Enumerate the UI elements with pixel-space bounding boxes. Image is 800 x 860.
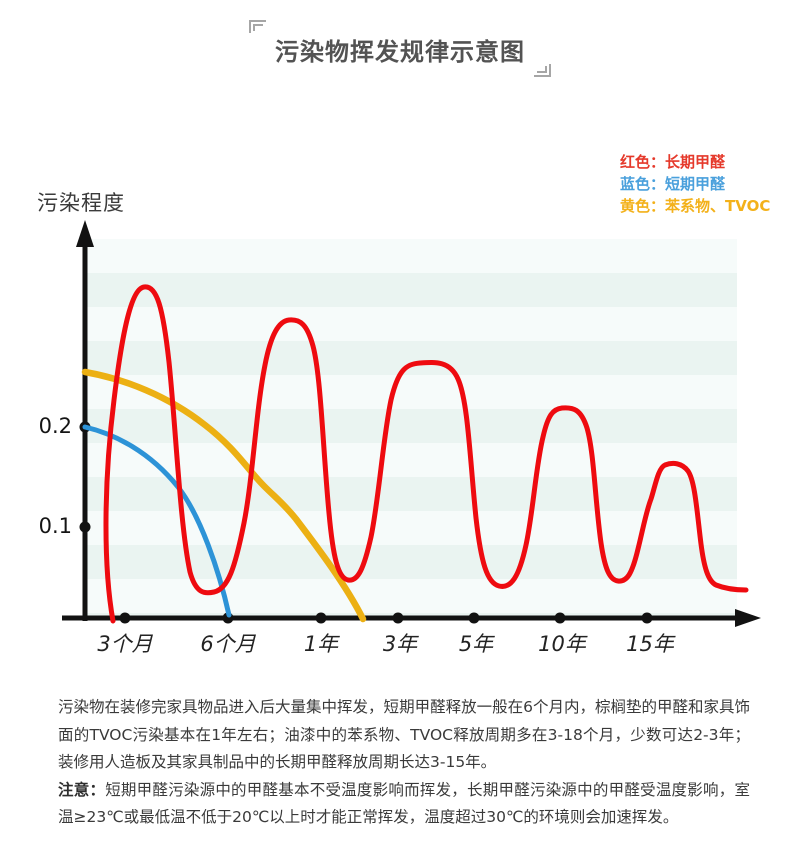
y-tick-label: 0.1 [38,514,72,538]
legend: 红色：长期甲醛 蓝色：短期甲醛 黄色：苯系物、TVOC [620,151,770,217]
tvoc-curve [81,368,367,623]
x-tick-dot [315,612,327,624]
note-text: 短期甲醛污染源中的甲醛基本不受温度影响而挥发，长期甲醛污染源中的甲醛受温度影响，… [58,780,750,827]
long-term-formaldehyde-curve [103,284,749,624]
note-paragraph: 注意：短期甲醛污染源中的甲醛基本不受温度影响而挥发，长期甲醛污染源中的甲醛受温度… [58,777,750,832]
x-tick-dot [392,612,404,624]
y-tick-label: 0.2 [38,414,72,438]
x-tick-dot [641,612,653,624]
x-tick-dot [119,612,131,624]
corner-bracket-top-left-icon [249,20,266,33]
note-label: 注意： [58,780,106,799]
x-tick-label: 6个月 [200,632,256,656]
intro-paragraph: 污染物在装修完家具物品进入后大量集中挥发，短期甲醛释放一般在6个月内，棕榈垫的甲… [58,698,750,771]
x-tick-dot [554,612,566,624]
corner-bracket-bottom-right-icon [534,64,551,77]
x-tick-label: 5年 [458,632,494,656]
legend-item-short-term-formaldehyde: 蓝色：短期甲醛 [620,175,726,193]
legend-item-tvoc: 黄色：苯系物、TVOC [620,197,771,215]
footer-text: 污染物在装修完家具物品进入后大量集中挥发，短期甲醛释放一般在6个月内，棕榈垫的甲… [58,694,750,832]
chart-background-stripes [87,239,737,618]
page-title: 污染物挥发规律示意图 [275,38,525,66]
x-tick-label: 1年 [303,632,339,656]
title-frame: 污染物挥发规律示意图 [249,20,551,77]
y-axis-title: 污染程度 [37,191,125,215]
y-axis-arrow-icon [76,220,94,247]
y-tick-dot [79,521,91,533]
x-axis-arrow-icon [735,609,761,627]
title-section: 污染物挥发规律示意图 [0,20,800,77]
x-tick-label: 3个月 [97,632,153,656]
x-tick-label: 3年 [382,632,418,656]
x-tick-label: 15年 [626,632,674,656]
x-tick-dot [468,612,480,624]
legend-item-long-term-formaldehyde: 红色：长期甲醛 [620,153,726,171]
x-tick-label: 10年 [538,632,586,656]
